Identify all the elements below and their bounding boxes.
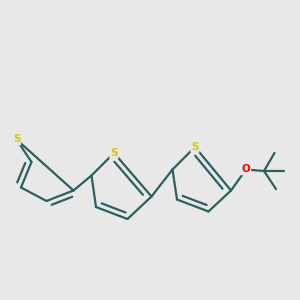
Text: S: S	[13, 134, 20, 145]
Text: S: S	[110, 148, 118, 158]
Text: O: O	[242, 164, 250, 175]
Text: S: S	[191, 142, 199, 152]
